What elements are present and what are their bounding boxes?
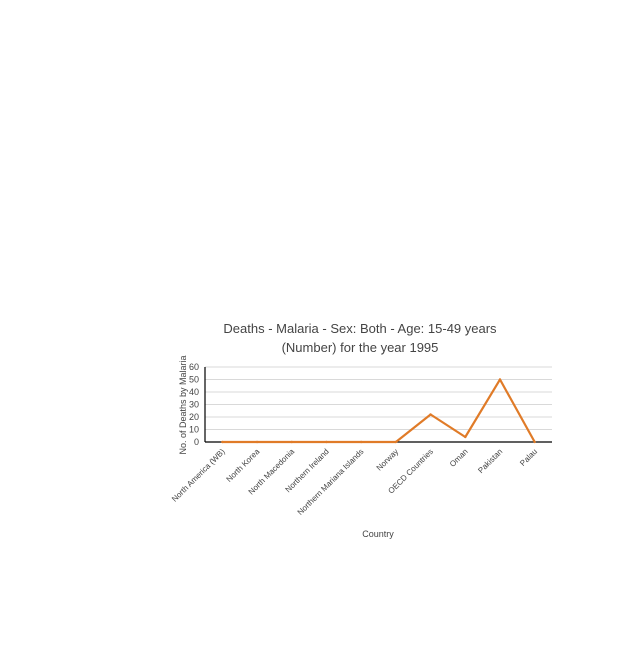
series-layer	[221, 378, 536, 444]
y-tick-label: 10	[189, 425, 199, 435]
y-axis-ticks: 0 10 20 30 40 50 60	[189, 362, 199, 447]
y-axis-label: No. of Deaths by Malaria	[178, 355, 188, 454]
data-point	[359, 440, 363, 444]
x-tick-label: North Korea	[225, 447, 262, 484]
x-tick-label: Oman	[448, 447, 470, 469]
chart-title-line1: Deaths - Malaria - Sex: Both - Age: 15-4…	[223, 321, 497, 336]
y-tick-label: 60	[189, 362, 199, 372]
y-tick-label: 50	[189, 375, 199, 385]
data-point	[290, 440, 293, 444]
x-tick-label: Norway	[375, 447, 401, 473]
y-tick-label: 30	[189, 400, 199, 410]
data-point	[255, 440, 259, 444]
y-tick-label: 20	[189, 412, 199, 422]
data-point	[498, 378, 502, 381]
x-tick-label: Palau	[518, 447, 539, 468]
data-point	[325, 440, 328, 444]
x-axis-label: Country	[362, 529, 394, 539]
gridlines	[205, 366, 552, 430]
data-point	[464, 435, 467, 439]
data-point	[394, 440, 398, 444]
data-point	[533, 440, 536, 444]
x-tick-label: Pakistan	[476, 447, 504, 475]
chart-title-line2: (Number) for the year 1995	[282, 340, 439, 355]
data-point	[429, 413, 432, 416]
y-tick-label: 40	[189, 387, 199, 397]
y-tick-label: 0	[194, 437, 199, 447]
series-line	[222, 378, 536, 444]
x-tick-label: Northern Mariana Islands	[296, 447, 366, 517]
data-point	[221, 440, 224, 444]
